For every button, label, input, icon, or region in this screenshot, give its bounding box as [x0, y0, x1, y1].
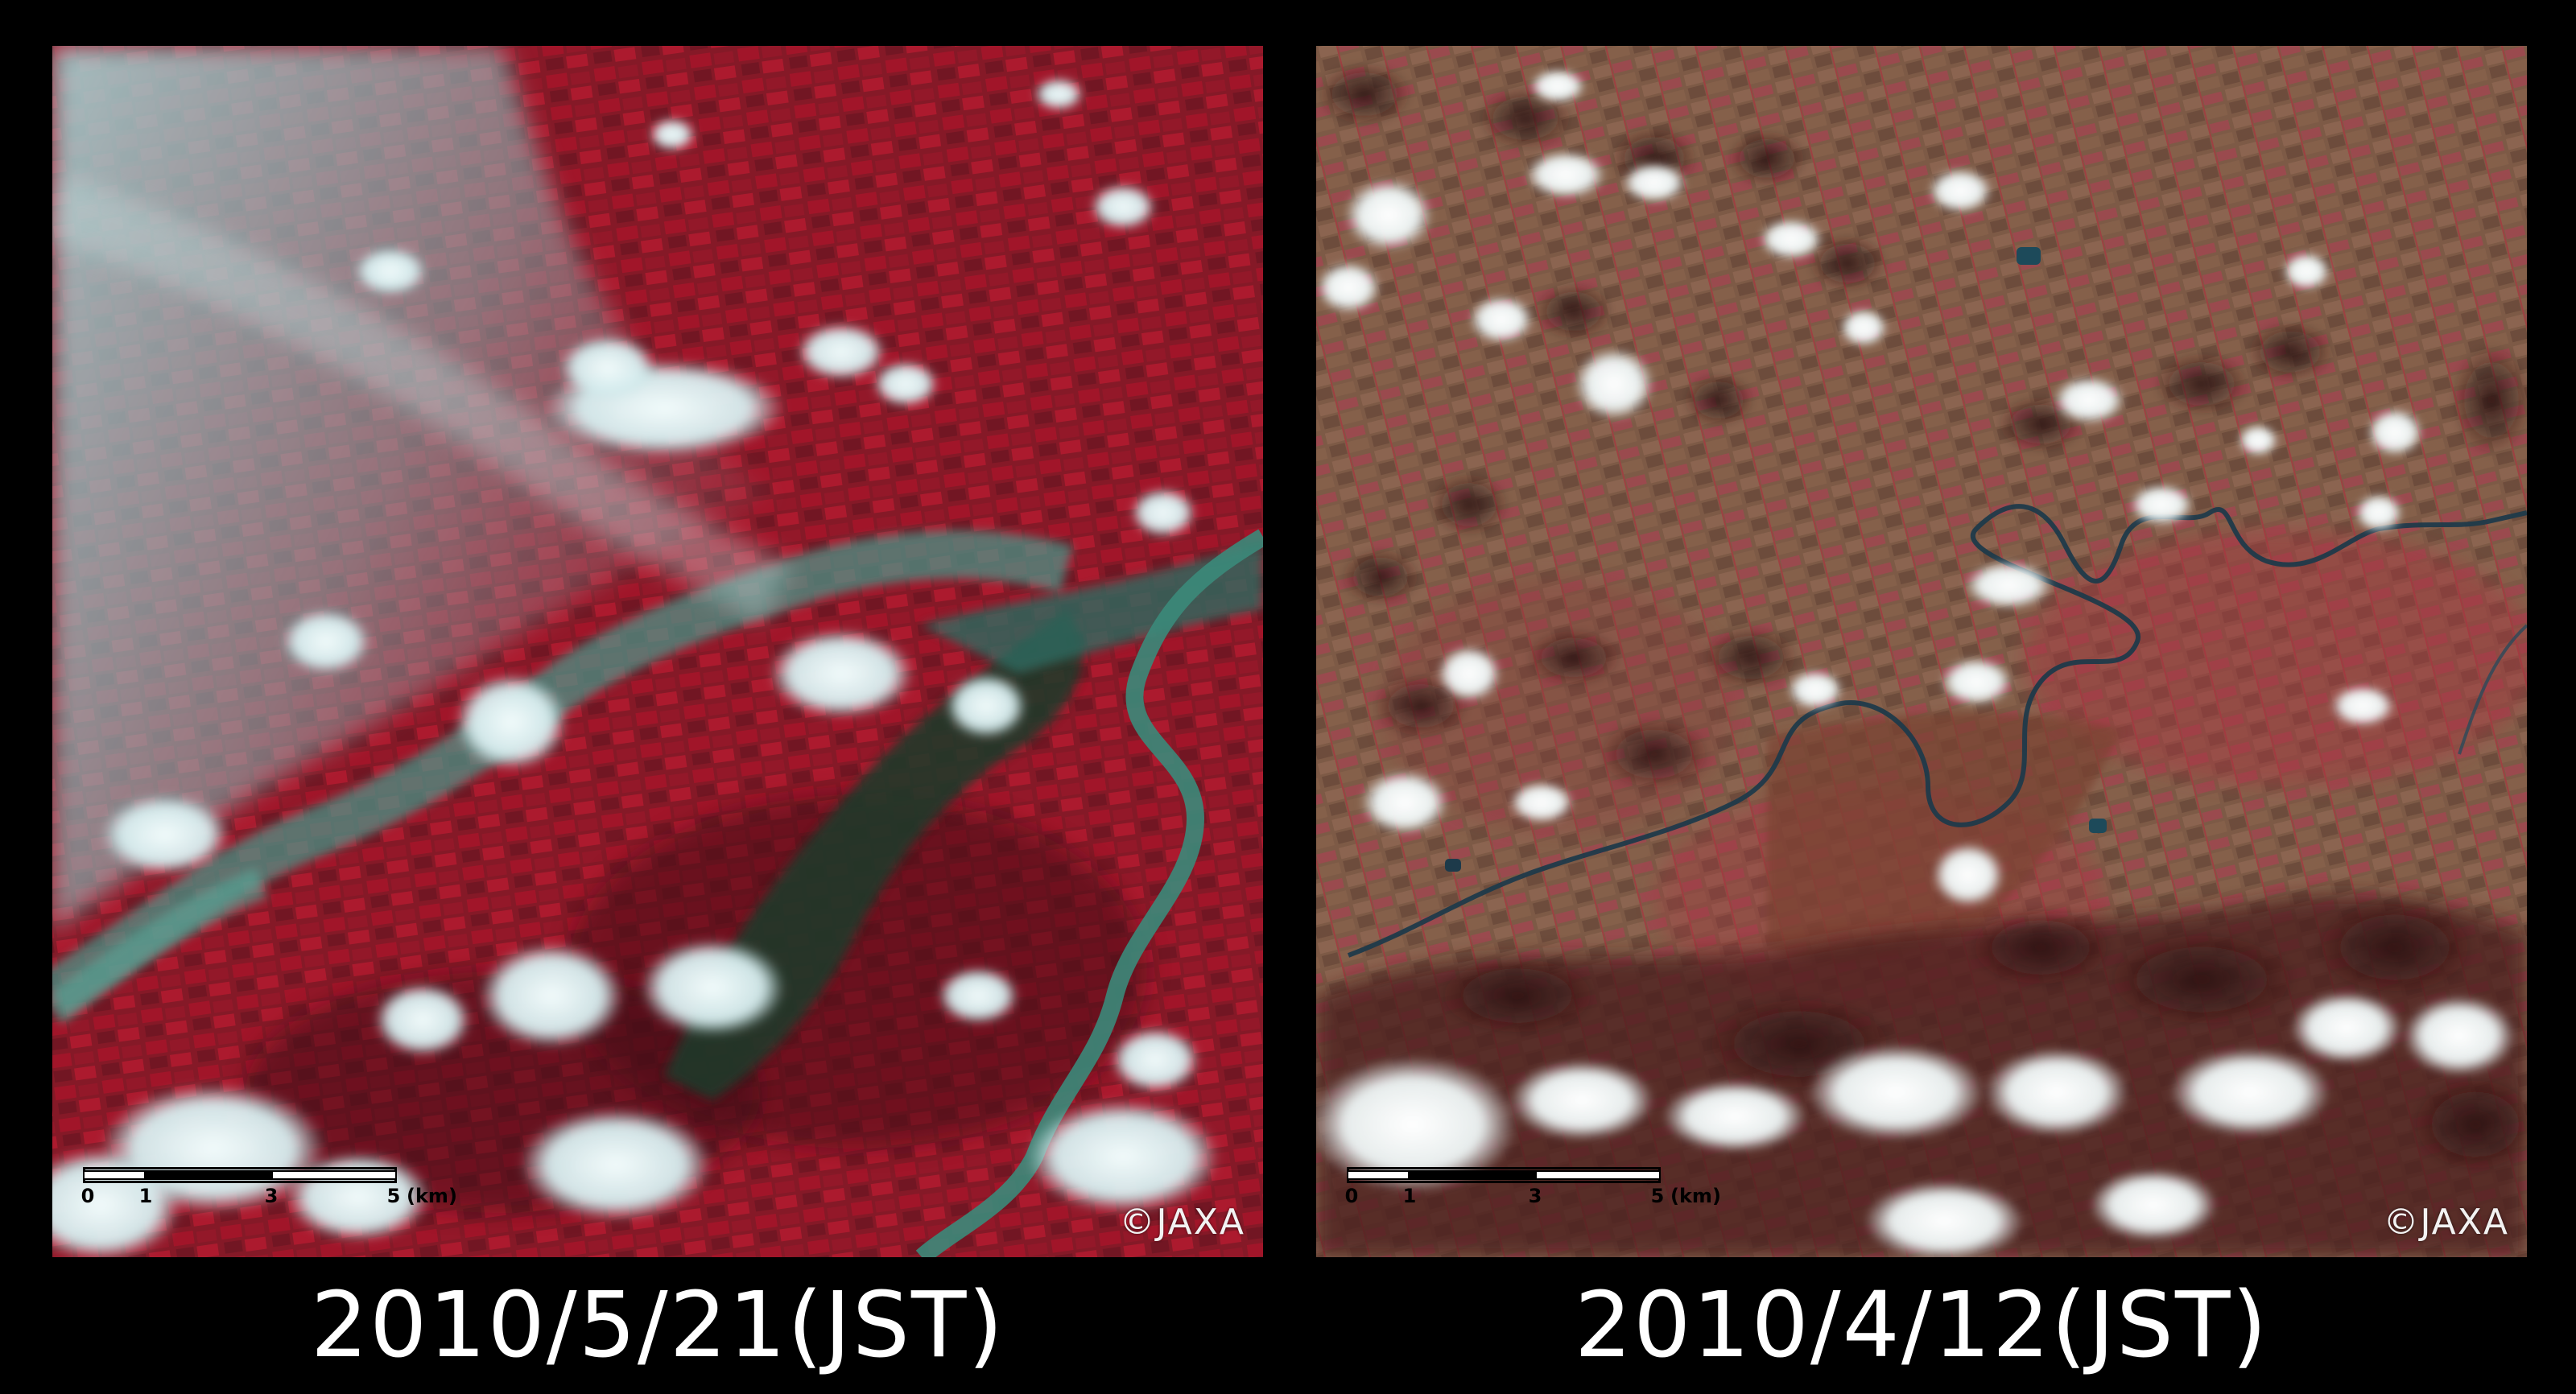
- scale-segment: [1410, 1170, 1535, 1180]
- scale-tick-label: 3: [1528, 1185, 1542, 1207]
- satellite-image-after: 0 1 3 5 (km) ©JAXA: [52, 46, 1263, 1257]
- scale-tick-label: 1: [138, 1185, 153, 1207]
- scale-tick-label: 1: [1402, 1185, 1417, 1207]
- scale-tick-label: 5: [386, 1185, 401, 1207]
- scale-unit-label: (km): [1670, 1185, 1721, 1207]
- scale-segment: [146, 1170, 271, 1180]
- scale-tick-label: 5: [1650, 1185, 1665, 1207]
- scale-tick-label: 3: [264, 1185, 279, 1207]
- scale-bar: 0 1 3 5 (km): [80, 1154, 457, 1227]
- scale-tick-label: 0: [1344, 1185, 1359, 1207]
- date-caption-after: 2010/5/21(JST): [310, 1273, 1005, 1378]
- scale-segment: [1347, 1170, 1410, 1180]
- scale-unit-label: (km): [407, 1185, 457, 1207]
- copyright-credit: ©JAXA: [2383, 1202, 2509, 1243]
- date-caption-before: 2010/4/12(JST): [1574, 1273, 2269, 1378]
- satellite-image-before: 0 1 3 5 (km) ©JAXA: [1316, 46, 2527, 1257]
- scale-tick-label: 0: [80, 1185, 95, 1207]
- copyright-credit: ©JAXA: [1119, 1202, 1245, 1243]
- satellite-scene-after: [52, 46, 1263, 1257]
- scale-bar: 0 1 3 5 (km): [1344, 1154, 1721, 1227]
- scale-segment: [83, 1170, 146, 1180]
- scale-segment: [1535, 1170, 1661, 1180]
- scale-segment: [271, 1170, 397, 1180]
- satellite-scene-before: [1316, 46, 2527, 1257]
